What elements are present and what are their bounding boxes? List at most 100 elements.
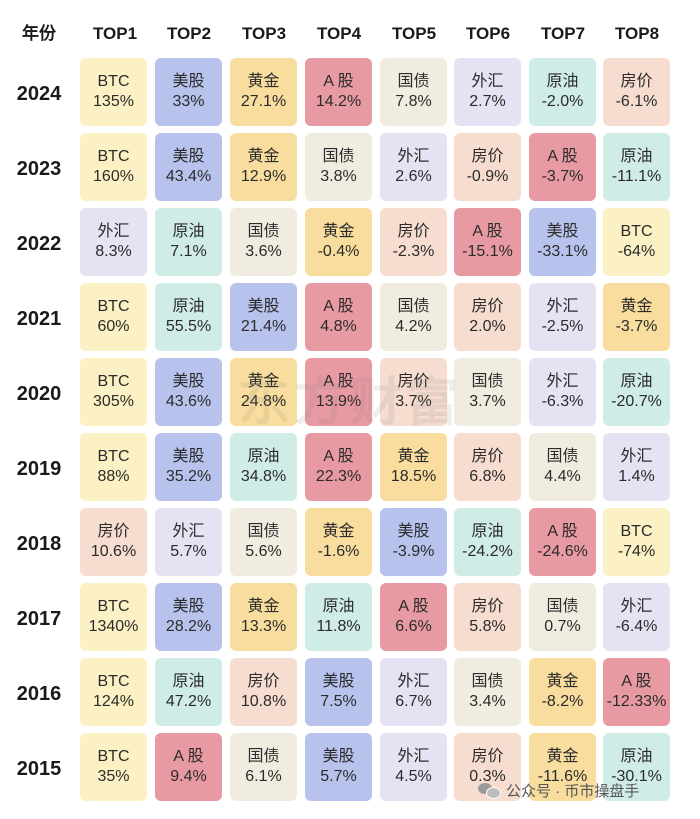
header-top3: TOP3: [241, 24, 287, 43]
asset-cell: 黄金 -11.6%: [529, 733, 596, 801]
asset-name: 原油: [172, 223, 205, 240]
asset-name: 房价: [620, 73, 653, 90]
asset-cell: 美股 -3.9%: [380, 508, 447, 576]
asset-cell: 黄金 13.3%: [230, 583, 297, 651]
asset-cell: 国债 3.6%: [230, 208, 297, 276]
asset-name: 外汇: [172, 523, 205, 540]
asset-cell: A 股 -15.1%: [454, 208, 521, 276]
asset-name: 国债: [247, 523, 280, 540]
asset-name: 美股: [172, 448, 205, 465]
asset-name: 原油: [471, 523, 504, 540]
asset-cell: 美股 33%: [155, 58, 222, 126]
asset-return: -3.7%: [615, 318, 658, 335]
asset-name: A 股: [472, 223, 503, 240]
asset-cell: 原油 -2.0%: [529, 58, 596, 126]
asset-name: A 股: [621, 673, 652, 690]
asset-return: 7.8%: [395, 93, 432, 110]
asset-return: 10.6%: [90, 543, 137, 560]
asset-return: 6.1%: [245, 768, 282, 785]
asset-return: -2.5%: [541, 318, 584, 335]
asset-name: 外汇: [620, 448, 653, 465]
asset-cell: 黄金 -0.4%: [305, 208, 372, 276]
asset-name: 美股: [397, 523, 430, 540]
asset-cell: 国债 3.8%: [305, 133, 372, 201]
asset-return: 0.3%: [469, 768, 506, 785]
asset-name: 美股: [172, 598, 205, 615]
asset-return: -1.6%: [317, 543, 360, 560]
asset-return: 6.6%: [395, 618, 432, 635]
asset-cell: 国债 7.8%: [380, 58, 447, 126]
asset-return: -0.9%: [466, 168, 509, 185]
asset-return: 21.4%: [240, 318, 287, 335]
asset-name: 国债: [471, 373, 504, 390]
table-row: 2020 BTC 305% 美股 43.6% 黄金 24.8% A 股 13.9% 房价 3.7% 国…: [0, 358, 700, 430]
wechat-icon: [478, 781, 501, 799]
asset-name: 房价: [471, 148, 504, 165]
asset-return: 2.0%: [469, 318, 506, 335]
asset-name: 原油: [620, 373, 653, 390]
asset-name: 黄金: [247, 148, 280, 165]
asset-return: 8.3%: [95, 243, 132, 260]
table-row: 2015 BTC 35% A 股 9.4% 国债 6.1% 美股 5.7% 外汇 4.5% 房价 0.3…: [0, 733, 700, 805]
asset-return: -6.4%: [615, 618, 658, 635]
asset-name: A 股: [323, 298, 354, 315]
asset-name: 黄金: [247, 73, 280, 90]
asset-return: 5.7%: [170, 543, 207, 560]
year-label: 2020: [16, 383, 62, 405]
asset-cell: 外汇 4.5%: [380, 733, 447, 801]
asset-cell: 美股 43.4%: [155, 133, 222, 201]
asset-name: 原油: [172, 673, 205, 690]
year-label: 2017: [16, 608, 62, 630]
asset-return: 3.4%: [469, 693, 506, 710]
asset-name: 国债: [247, 223, 280, 240]
asset-cell: 外汇 5.7%: [155, 508, 222, 576]
asset-name: 国债: [546, 448, 579, 465]
asset-cell: 外汇 2.6%: [380, 133, 447, 201]
asset-return: 22.3%: [315, 468, 362, 485]
asset-name: 外汇: [620, 598, 653, 615]
asset-name: 美股: [172, 148, 205, 165]
asset-cell: 房价 -0.9%: [454, 133, 521, 201]
asset-name: 黄金: [620, 298, 653, 315]
asset-return: -12.33%: [606, 693, 667, 710]
table-row: 2024 BTC 135% 美股 33% 黄金 27.1% A 股 14.2% 国债 7.8% 外汇 2…: [0, 58, 700, 130]
asset-name: 黄金: [546, 748, 579, 765]
asset-cell: A 股 14.2%: [305, 58, 372, 126]
asset-cell: A 股 -12.33%: [603, 658, 670, 726]
asset-name: 外汇: [546, 298, 579, 315]
year-label: 2024: [16, 83, 62, 105]
asset-return: 5.7%: [320, 768, 357, 785]
asset-cell: BTC 88%: [80, 433, 147, 501]
asset-return: 13.3%: [240, 618, 287, 635]
asset-name: 黄金: [546, 673, 579, 690]
asset-return: 135%: [93, 93, 134, 110]
asset-name: 美股: [322, 748, 355, 765]
year-label: 2021: [16, 308, 62, 330]
asset-cell: 外汇 -6.4%: [603, 583, 670, 651]
asset-name: A 股: [547, 148, 578, 165]
asset-return: 2.7%: [469, 93, 506, 110]
asset-cell: 黄金 18.5%: [380, 433, 447, 501]
asset-cell: 外汇 -2.5%: [529, 283, 596, 351]
asset-return: 6.7%: [395, 693, 432, 710]
asset-name: BTC: [97, 298, 130, 315]
asset-name: 外汇: [397, 673, 430, 690]
asset-return: 7.1%: [170, 243, 207, 260]
asset-return: 43.4%: [165, 168, 212, 185]
asset-cell: BTC 135%: [80, 58, 147, 126]
asset-name: 原油: [546, 73, 579, 90]
asset-return: 124%: [93, 693, 134, 710]
asset-return: 4.5%: [395, 768, 432, 785]
asset-name: 房价: [471, 748, 504, 765]
table-row: 2022 外汇 8.3% 原油 7.1% 国债 3.6% 黄金 -0.4% 房价 -2.3% A 股 -…: [0, 208, 700, 280]
asset-name: 原油: [322, 598, 355, 615]
asset-name: 原油: [620, 748, 653, 765]
asset-name: A 股: [547, 523, 578, 540]
asset-cell: 原油 34.8%: [230, 433, 297, 501]
asset-return: 1340%: [88, 618, 139, 635]
asset-name: 国债: [471, 673, 504, 690]
asset-name: 房价: [397, 223, 430, 240]
asset-name: 外汇: [397, 148, 430, 165]
asset-return: 35%: [97, 768, 130, 785]
year-label: 2023: [16, 158, 62, 180]
